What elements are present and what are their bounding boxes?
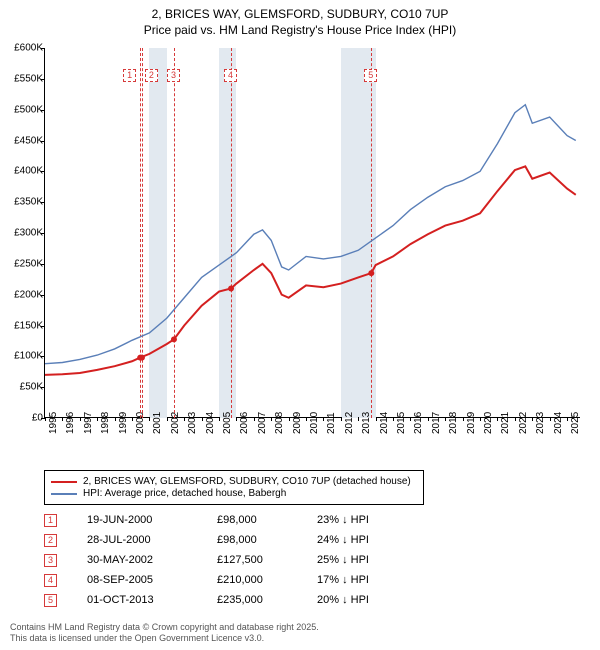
transaction-row: 3 30-MAY-2002£127,50025% ↓ HPI: [44, 550, 427, 570]
y-axis-label: £600K: [3, 43, 43, 54]
y-axis-label: £550K: [3, 73, 43, 84]
y-axis-label: £450K: [3, 135, 43, 146]
title-line-2: Price paid vs. HM Land Registry's House …: [0, 22, 600, 38]
transaction-marker: 4: [44, 574, 57, 587]
series-dot: [171, 336, 177, 342]
series-svg: [45, 48, 581, 418]
y-axis-label: £250K: [3, 258, 43, 269]
chart-area: £0£50K£100K£150K£200K£250K£300K£350K£400…: [44, 48, 580, 438]
transaction-date: 08-SEP-2005: [87, 574, 217, 586]
transaction-marker: 1: [44, 514, 57, 527]
legend: 2, BRICES WAY, GLEMSFORD, SUDBURY, CO10 …: [44, 470, 424, 505]
series-dot: [368, 270, 374, 276]
chart-container: 2, BRICES WAY, GLEMSFORD, SUDBURY, CO10 …: [0, 0, 600, 650]
title-line-1: 2, BRICES WAY, GLEMSFORD, SUDBURY, CO10 …: [0, 6, 600, 22]
series-dot: [139, 355, 145, 361]
transaction-price: £98,000: [217, 514, 317, 526]
y-axis-label: £500K: [3, 104, 43, 115]
y-axis-label: £100K: [3, 351, 43, 362]
y-axis-label: £150K: [3, 320, 43, 331]
transaction-date: 19-JUN-2000: [87, 514, 217, 526]
transaction-row: 4 08-SEP-2005£210,00017% ↓ HPI: [44, 570, 427, 590]
transaction-diff: 17% ↓ HPI: [317, 574, 427, 586]
y-axis-label: £0: [3, 413, 43, 424]
title-block: 2, BRICES WAY, GLEMSFORD, SUDBURY, CO10 …: [0, 0, 600, 40]
y-axis-label: £300K: [3, 228, 43, 239]
transaction-date: 28-JUL-2000: [87, 534, 217, 546]
legend-item: HPI: Average price, detached house, Babe…: [51, 488, 417, 499]
series-line-hpi: [45, 105, 576, 364]
transaction-diff: 23% ↓ HPI: [317, 514, 427, 526]
transaction-marker: 5: [44, 594, 57, 607]
transaction-row: 2 28-JUL-2000£98,00024% ↓ HPI: [44, 530, 427, 550]
transaction-date: 01-OCT-2013: [87, 594, 217, 606]
y-axis-label: £200K: [3, 289, 43, 300]
transaction-row: 5 01-OCT-2013£235,00020% ↓ HPI: [44, 590, 427, 610]
legend-label: HPI: Average price, detached house, Babe…: [83, 488, 286, 499]
footer-line: This data is licensed under the Open Gov…: [10, 633, 319, 644]
transaction-diff: 24% ↓ HPI: [317, 534, 427, 546]
transaction-marker: 2: [44, 534, 57, 547]
legend-swatch: [51, 493, 77, 495]
legend-swatch: [51, 481, 77, 483]
transaction-diff: 25% ↓ HPI: [317, 554, 427, 566]
transactions-table: 1 19-JUN-2000£98,00023% ↓ HPI 2 28-JUL-2000…: [44, 510, 427, 610]
transaction-price: £235,000: [217, 594, 317, 606]
transaction-price: £210,000: [217, 574, 317, 586]
plot-region: £0£50K£100K£150K£200K£250K£300K£350K£400…: [44, 48, 580, 418]
transaction-price: £127,500: [217, 554, 317, 566]
legend-item: 2, BRICES WAY, GLEMSFORD, SUDBURY, CO10 …: [51, 476, 417, 487]
series-dot: [228, 286, 234, 292]
footer-line: Contains HM Land Registry data © Crown c…: [10, 622, 319, 633]
transaction-price: £98,000: [217, 534, 317, 546]
footer-attribution: Contains HM Land Registry data © Crown c…: [10, 622, 319, 645]
transaction-diff: 20% ↓ HPI: [317, 594, 427, 606]
y-axis-label: £400K: [3, 166, 43, 177]
transaction-marker: 3: [44, 554, 57, 567]
legend-label: 2, BRICES WAY, GLEMSFORD, SUDBURY, CO10 …: [83, 476, 411, 487]
y-axis-label: £50K: [3, 382, 43, 393]
y-axis-label: £350K: [3, 197, 43, 208]
transaction-row: 1 19-JUN-2000£98,00023% ↓ HPI: [44, 510, 427, 530]
transaction-date: 30-MAY-2002: [87, 554, 217, 566]
